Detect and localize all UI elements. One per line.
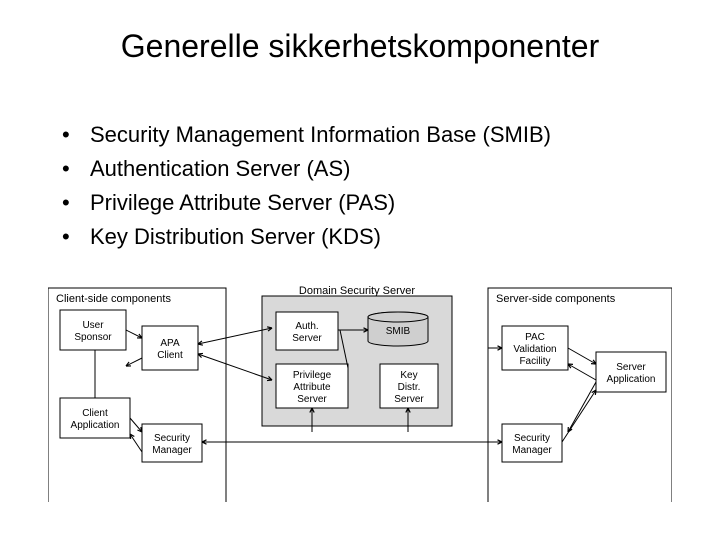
connector: [198, 354, 272, 380]
svg-text:Security: Security: [514, 433, 550, 444]
svg-text:Server: Server: [297, 394, 327, 405]
connector: [198, 328, 272, 344]
svg-text:APA: APA: [160, 338, 180, 349]
svg-text:Auth.: Auth.: [295, 321, 318, 332]
server-group-label: Server-side components: [496, 293, 616, 305]
server-group: [488, 288, 672, 502]
list-item-text: Privilege Attribute Server (PAS): [90, 190, 395, 215]
svg-text:Client: Client: [82, 408, 108, 419]
list-item-text: Security Management Information Base (SM…: [90, 122, 551, 147]
svg-text:Server: Server: [616, 362, 646, 373]
client-group-label: Client-side components: [56, 293, 171, 305]
connector: [130, 418, 142, 432]
list-item: •Authentication Server (AS): [62, 152, 551, 186]
svg-text:SMIB: SMIB: [386, 326, 411, 337]
svg-text:User: User: [82, 320, 104, 331]
svg-text:Security: Security: [154, 433, 190, 444]
list-item: •Key Distribution Server (KDS): [62, 220, 551, 254]
bullet-list: •Security Management Information Base (S…: [62, 118, 551, 254]
svg-text:Manager: Manager: [512, 445, 552, 456]
svg-text:PAC: PAC: [525, 332, 545, 343]
connector: [568, 364, 596, 380]
list-item-text: Authentication Server (AS): [90, 156, 350, 181]
svg-text:Privilege: Privilege: [293, 370, 332, 381]
svg-text:Server: Server: [394, 394, 424, 405]
svg-text:Application: Application: [71, 420, 120, 431]
svg-text:Validation: Validation: [513, 344, 556, 355]
list-item-text: Key Distribution Server (KDS): [90, 224, 381, 249]
connector: [562, 390, 596, 442]
connector: [568, 382, 596, 432]
diagram-svg: Client-side components Server-side compon…: [48, 282, 672, 502]
svg-text:Server: Server: [292, 333, 322, 344]
svg-text:Key: Key: [400, 370, 417, 381]
svg-text:Distr.: Distr.: [398, 382, 421, 393]
svg-text:Attribute: Attribute: [293, 382, 331, 393]
svg-text:Facility: Facility: [519, 356, 550, 367]
connector: [130, 434, 142, 452]
svg-text:Manager: Manager: [152, 445, 192, 456]
svg-text:Sponsor: Sponsor: [74, 332, 112, 343]
svg-text:Application: Application: [607, 374, 656, 385]
list-item: •Privilege Attribute Server (PAS): [62, 186, 551, 220]
connector: [568, 348, 596, 364]
architecture-diagram: Client-side components Server-side compon…: [48, 282, 672, 502]
domain-group-label: Domain Security Server: [299, 285, 415, 297]
list-item: •Security Management Information Base (S…: [62, 118, 551, 152]
svg-text:Client: Client: [157, 350, 183, 361]
page-title: Generelle sikkerhetskomponenter: [0, 28, 720, 65]
